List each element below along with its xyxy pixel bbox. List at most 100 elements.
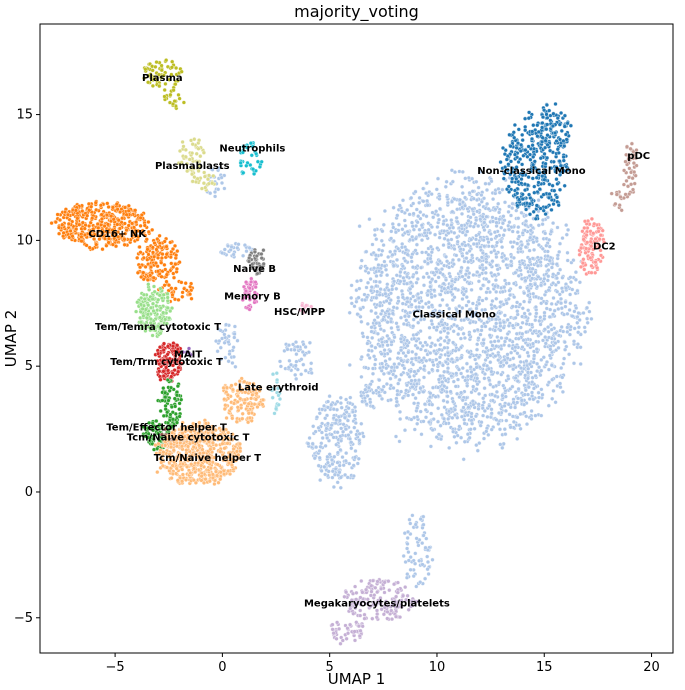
scatter-point [357,286,362,291]
scatter-point [168,412,173,417]
scatter-point [582,219,588,224]
scatter-point [369,343,374,349]
scatter-point [316,425,321,430]
scatter-point [454,215,459,220]
scatter-point [450,209,455,214]
scatter-point [318,444,323,449]
scatter-point [385,343,390,348]
scatter-point [437,194,442,199]
scatter-point [330,475,335,480]
scatter-point [533,270,538,275]
scatter-point [424,214,429,219]
scatter-point [410,224,415,229]
scatter-point [159,260,164,265]
scatter-point [363,365,368,370]
scatter-point [419,238,425,243]
scatter-point [397,361,402,366]
scatter-point [442,384,447,389]
scatter-point [249,279,254,284]
scatter-point [526,385,531,390]
scatter-point [348,395,353,400]
scatter-point [519,177,524,182]
scatter-point [390,221,395,227]
scatter-point [452,170,458,175]
scatter-point [526,308,531,313]
scatter-point [516,127,521,132]
scatter-point [421,275,426,280]
scatter-point [416,320,421,325]
scatter-point [481,337,486,342]
scatter-point [188,284,193,289]
scatter-point [446,238,451,243]
scatter-point [519,181,524,186]
scatter-point [489,407,494,412]
scatter-point [539,357,544,362]
scatter-point [404,575,410,580]
scatter-point [445,326,450,331]
scatter-point [480,250,485,255]
scatter-point [114,202,119,207]
scatter-point [559,324,564,330]
scatter-point [445,194,450,199]
scatter-point [459,414,464,419]
scatter-point [455,357,460,362]
scatter-point [156,297,161,302]
scatter-point [528,370,534,375]
scatter-point [485,414,490,419]
scatter-point [488,339,494,345]
scatter-point [175,249,180,254]
scatter-point [423,407,428,412]
scatter-point [66,221,71,226]
scatter-point [515,300,520,305]
scatter-point [548,307,553,312]
scatter-point [508,292,513,298]
scatter-point [276,393,281,398]
scatter-point [511,130,516,135]
scatter-point [418,517,423,522]
scatter-point [489,250,494,255]
scatter-point [340,455,345,460]
scatter-point [530,375,535,380]
scatter-point [382,208,387,214]
scatter-point [196,146,201,151]
scatter-point [312,456,317,461]
scatter-point [165,352,170,357]
scatter-point [538,156,543,161]
scatter-point [400,241,405,247]
scatter-point [365,341,370,346]
scatter-point [475,270,480,275]
scatter-point [381,371,386,376]
scatter-point [426,300,431,305]
scatter-point [524,422,530,427]
scatter-point [398,416,403,422]
scatter-point [421,522,426,527]
scatter-point [465,266,470,271]
scatter-point [477,202,482,207]
scatter-point [364,249,369,254]
scatter-point [382,264,387,269]
scatter-point [403,258,408,263]
scatter-point [442,229,447,234]
scatter-point [334,442,339,447]
scatter-point [413,298,418,303]
scatter-point [144,315,149,320]
scatter-point [424,233,429,238]
scatter-point [386,288,391,293]
scatter-point [595,265,600,270]
scatter-point [429,224,434,230]
scatter-point [596,229,601,234]
scatter-point [539,368,544,373]
scatter-point [524,219,529,224]
scatter-point [453,277,458,282]
scatter-point [352,455,358,460]
scatter-point [170,344,176,349]
scatter-point [476,402,481,407]
scatter-point [442,369,447,374]
scatter-point [547,108,552,113]
scatter-point [452,434,457,439]
scatter-point [527,362,532,367]
scatter-point [428,391,433,396]
scatter-point [591,231,596,236]
scatter-point [150,301,156,306]
scatter-point [534,203,539,208]
